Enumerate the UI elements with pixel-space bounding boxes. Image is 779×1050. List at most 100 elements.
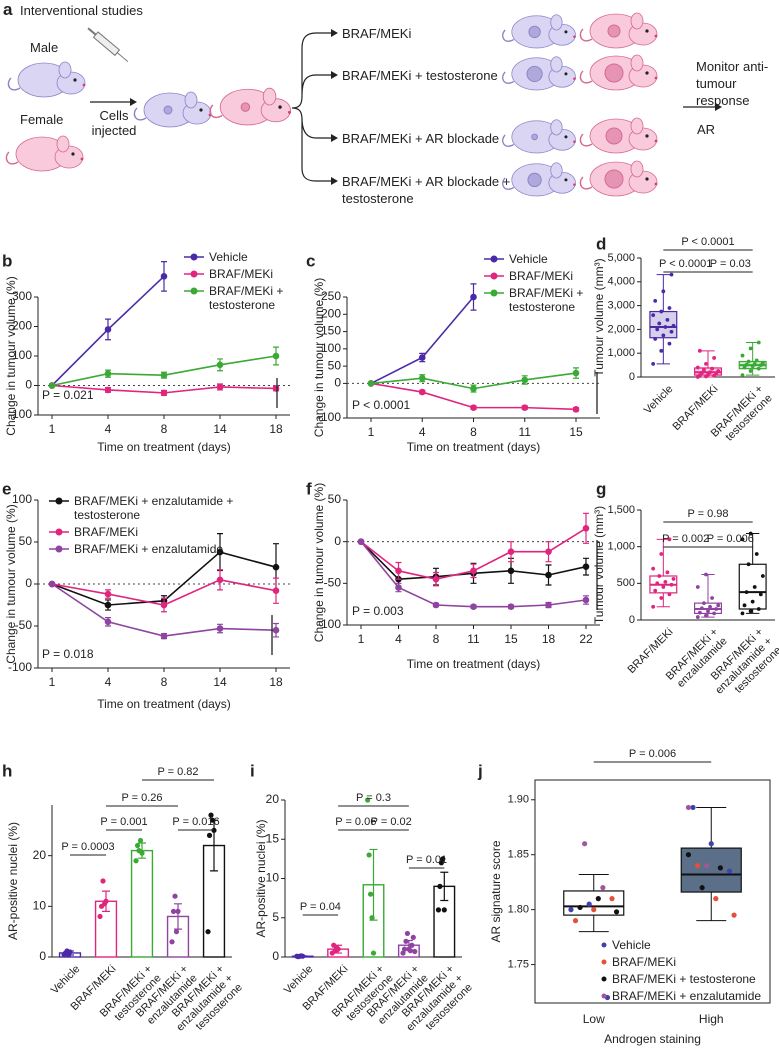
x-axis-title: Time on treatment (days)	[97, 440, 231, 454]
mouse-ear	[550, 14, 563, 31]
y-tick-label: 50	[328, 358, 342, 372]
y-tick-label: 10	[266, 871, 280, 885]
mouse-ear	[262, 87, 277, 106]
data-point	[708, 370, 712, 375]
data-point	[665, 317, 670, 322]
arrow-head	[130, 98, 137, 106]
data-point	[300, 953, 306, 959]
data-point	[742, 365, 747, 370]
data-point	[746, 562, 751, 567]
data-point	[746, 359, 751, 364]
p-value: P = 0.006	[629, 748, 676, 760]
box	[680, 847, 742, 893]
p-value: P = 0.016	[172, 816, 219, 828]
mouse	[7, 61, 86, 98]
outcome-label: Monitor anti-tumour response	[696, 59, 769, 108]
series-line	[370, 296, 475, 385]
data-point	[104, 590, 112, 598]
p-value: P = 0.001	[100, 816, 147, 828]
data-point	[395, 567, 402, 575]
legend-label: BRAF/MEKi + testosterone	[612, 972, 756, 986]
data-point	[160, 601, 168, 609]
legend-item: BRAF/MEKi + enzalutamide	[600, 989, 772, 1003]
legend-marker	[49, 497, 69, 505]
legend-marker	[184, 270, 204, 278]
data-point	[671, 323, 676, 328]
data-point	[572, 918, 579, 924]
mouse-ear	[550, 162, 563, 179]
data-point	[438, 860, 444, 866]
whisker	[578, 873, 609, 891]
data-point	[699, 885, 705, 891]
mouse-tail	[502, 134, 515, 147]
y-axis-title: AR-positive nuclei (%)	[6, 822, 20, 940]
data-point	[209, 817, 216, 823]
tumour	[528, 25, 541, 39]
data-point	[756, 366, 761, 371]
tumour	[604, 63, 624, 83]
mouse	[502, 14, 576, 49]
data-point	[663, 325, 668, 329]
mouse-nose	[573, 35, 576, 38]
whisker	[745, 532, 760, 565]
data-point	[370, 950, 377, 956]
bar	[130, 849, 154, 958]
data-point	[613, 909, 620, 915]
legend-marker	[484, 272, 504, 280]
mouse-ear	[550, 56, 563, 73]
y-tick-label: 0	[25, 378, 32, 392]
y-tick-label: 0	[334, 376, 341, 390]
mouse-tail	[579, 28, 593, 42]
data-point	[67, 949, 73, 955]
data-point	[685, 852, 692, 858]
mouse	[579, 160, 658, 197]
data-point	[595, 896, 601, 902]
y-tick-label: 50	[328, 492, 342, 506]
legend: BRAF/MEKi + enzalutamide + testosterone B…	[48, 494, 298, 559]
data-point	[366, 852, 372, 858]
y-tick-label: 200	[12, 319, 32, 333]
legend-dot	[601, 993, 607, 999]
legend: Vehicle BRAF/MEKi BRAF/MEKi + testosterone…	[600, 938, 772, 1006]
legend-marker	[484, 255, 504, 263]
data-point	[655, 327, 660, 332]
legend-dot	[55, 497, 63, 505]
legend: Vehicle BRAF/MEKi BRAF/MEKi + testosterone	[183, 250, 305, 315]
y-tick-label: 1.85	[508, 849, 529, 861]
x-tick-label: 1	[358, 632, 365, 646]
mouse-ear	[630, 160, 644, 178]
data-point	[104, 601, 112, 609]
data-point	[582, 596, 590, 604]
data-point	[104, 386, 112, 394]
p-value: P = 0.04	[300, 901, 341, 913]
mouse-tail	[502, 177, 515, 190]
data-point	[744, 590, 749, 595]
data-point	[708, 841, 714, 847]
y-axis-title: Tumour volume (mm³)	[592, 506, 606, 624]
data-point	[659, 596, 664, 600]
data-point	[655, 581, 660, 586]
data-point	[205, 929, 211, 935]
data-point	[470, 385, 477, 392]
p-value: P < 0.0001	[352, 398, 410, 412]
x-axis-title: Androgen staining	[604, 1032, 701, 1046]
data-point	[400, 950, 406, 956]
data-point	[545, 571, 552, 579]
legend-label: Vehicle	[612, 938, 651, 952]
x-tick-label: 8	[433, 632, 440, 646]
legend-label: BRAF/MEKi	[509, 269, 574, 283]
mouse	[209, 87, 291, 126]
whisker	[578, 915, 609, 933]
mouse-eye	[645, 29, 649, 33]
legend-item: BRAF/MEKi	[48, 525, 298, 539]
diagram-title: Interventional studies	[20, 3, 143, 18]
syringe-barrel	[92, 31, 121, 57]
data-point	[740, 353, 745, 358]
data-point	[137, 837, 144, 844]
x-axis-title: Time on treatment (days)	[407, 440, 541, 454]
data-point	[367, 380, 375, 387]
data-point	[657, 321, 662, 326]
panel-label: j	[477, 761, 483, 780]
data-point	[577, 904, 583, 911]
arrow-head	[715, 103, 722, 111]
